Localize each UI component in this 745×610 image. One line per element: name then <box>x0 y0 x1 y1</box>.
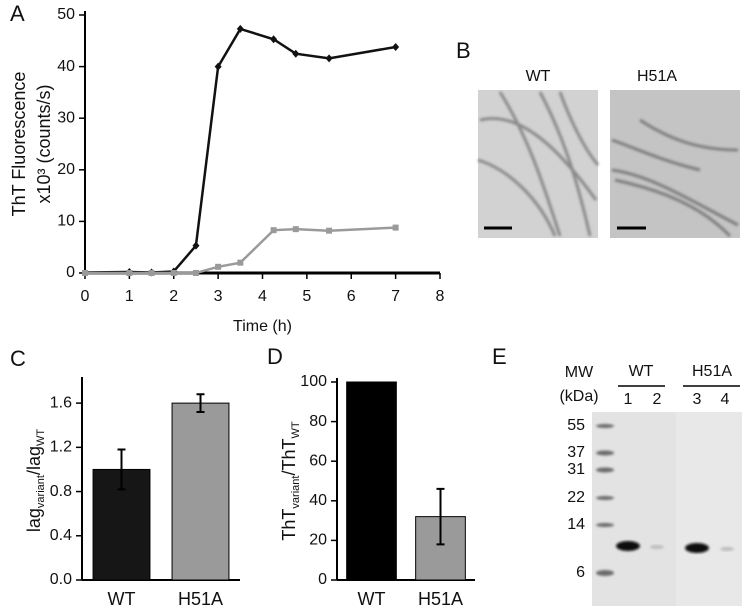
marker-label: 6 <box>576 564 585 581</box>
point <box>392 42 400 51</box>
y-axis-label: x10³ (counts/s) <box>34 84 54 203</box>
marker-label: 55 <box>567 417 585 434</box>
bar <box>171 402 230 581</box>
y-tick-label: 0.8 <box>50 483 72 500</box>
point <box>192 270 199 276</box>
gel-image <box>592 412 742 606</box>
y-axis-label-part: WT <box>35 429 47 446</box>
lane-label: 2 <box>653 391 662 408</box>
x-tick-label: H51A <box>178 589 223 609</box>
point <box>170 270 177 276</box>
panel-label: D <box>267 344 283 369</box>
panel-label: B <box>456 38 471 63</box>
y-tick-label: 0 <box>318 571 327 588</box>
y-tick-label: 0.0 <box>50 571 72 588</box>
y-tick-label: 80 <box>309 413 327 430</box>
panel-label: C <box>10 346 26 371</box>
micrograph <box>477 90 600 238</box>
point <box>148 270 155 276</box>
y-axis-label-part: ThT <box>279 509 299 541</box>
x-tick-label: 6 <box>347 288 356 305</box>
point <box>215 263 222 270</box>
point <box>270 35 278 44</box>
lane-label: 4 <box>721 391 730 408</box>
point <box>126 270 133 276</box>
point <box>392 224 399 231</box>
x-tick-label: 3 <box>214 288 223 305</box>
point <box>292 226 299 233</box>
y-axis-label-part: WT <box>290 421 302 438</box>
y-tick-label: 100 <box>300 373 327 390</box>
y-axis-label: ThT Fluorescence <box>9 72 29 217</box>
x-tick-label: H51A <box>418 589 463 609</box>
x-tick-label: WT <box>108 589 136 609</box>
point <box>82 270 88 276</box>
y-axis-label-part: variant <box>290 476 302 509</box>
image-label: H51A <box>637 68 677 85</box>
y-tick-label: 1.6 <box>50 394 72 411</box>
panel-label: A <box>10 1 25 26</box>
bar <box>346 381 397 581</box>
point <box>325 54 333 63</box>
y-tick-label: 50 <box>57 6 75 23</box>
y-axis-label-part: /lag <box>24 446 44 475</box>
x-tick-label: WT <box>358 589 386 609</box>
marker-label: 31 <box>567 461 585 478</box>
y-axis-label-part: /ThT <box>279 439 299 476</box>
y-tick-label: 30 <box>57 109 75 126</box>
micrograph <box>610 90 740 238</box>
y-axis-label-part: variant <box>35 475 47 508</box>
y-axis-label: lagvariant/lagWT <box>24 429 47 532</box>
point <box>292 49 300 58</box>
series-line <box>84 27 396 274</box>
image-label: WT <box>526 68 551 85</box>
marker-label: 22 <box>567 489 585 506</box>
y-tick-label: 40 <box>309 492 327 509</box>
error-bar <box>196 393 205 413</box>
y-tick-label: 40 <box>57 58 75 75</box>
y-tick-label: 20 <box>309 532 327 549</box>
group-label: WT <box>629 363 654 380</box>
x-axis-label: Time (h) <box>233 318 292 335</box>
y-tick-label: 10 <box>57 213 75 230</box>
error-bar <box>436 487 445 546</box>
y-tick-label: 0 <box>66 264 75 281</box>
marker-label: 37 <box>567 444 585 461</box>
group-label: H51A <box>692 363 732 380</box>
point <box>270 227 277 234</box>
point <box>326 227 333 234</box>
lane-label: 3 <box>693 391 702 408</box>
point <box>192 241 200 250</box>
x-tick-label: 5 <box>302 288 311 305</box>
panel-label: E <box>492 344 507 369</box>
x-tick-label: 8 <box>436 288 445 305</box>
point <box>214 62 222 71</box>
x-tick-label: 0 <box>81 288 90 305</box>
x-tick-label: 2 <box>169 288 178 305</box>
y-tick-label: 0.4 <box>50 527 72 544</box>
x-tick-label: 7 <box>391 288 400 305</box>
gel-label: (kDa) <box>559 388 598 405</box>
y-tick-label: 60 <box>309 452 327 469</box>
point <box>236 24 244 33</box>
point <box>237 259 244 266</box>
error-bar <box>117 448 126 491</box>
y-axis-label: ThTvariant/ThTWT <box>279 421 302 540</box>
gel-label: MW <box>565 364 594 381</box>
x-tick-label: 1 <box>125 288 134 305</box>
y-tick-label: 20 <box>57 161 75 178</box>
lane-label: 1 <box>624 391 633 408</box>
x-tick-label: 4 <box>258 288 267 305</box>
series-line <box>85 226 396 275</box>
y-axis-label-part: lag <box>24 508 44 532</box>
y-tick-label: 1.2 <box>50 439 72 456</box>
marker-label: 14 <box>567 516 585 533</box>
